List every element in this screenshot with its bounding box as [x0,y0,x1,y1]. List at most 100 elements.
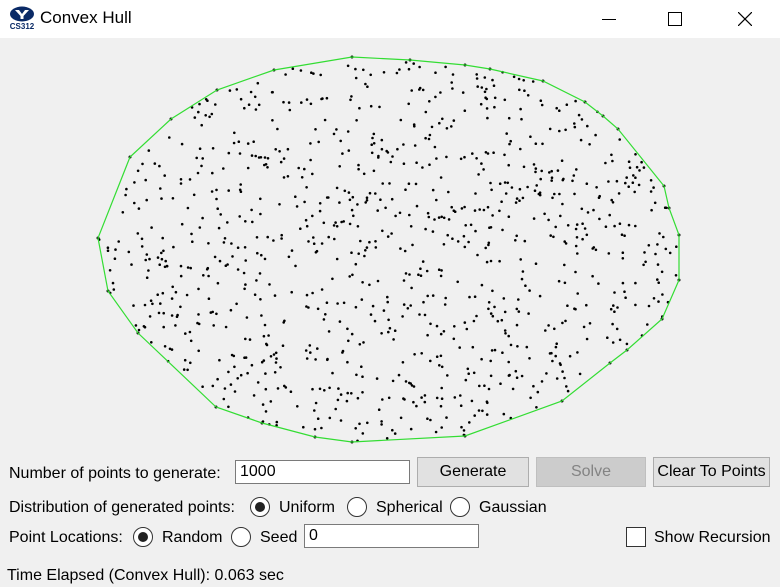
point [510,186,514,189]
point [435,157,438,160]
point [578,372,582,376]
close-button[interactable] [722,0,768,38]
point [418,65,421,69]
point [627,185,630,188]
point [431,230,435,233]
num-points-input[interactable] [235,460,410,484]
point [489,181,492,185]
point [489,259,493,263]
point [275,420,279,424]
point [287,101,291,104]
point [504,332,507,335]
point [475,314,478,318]
point [149,299,153,303]
point [409,304,413,307]
point [496,319,500,323]
show-recursion-checkbox[interactable] [626,527,646,547]
point [450,205,454,209]
point [236,377,239,380]
point [274,361,278,364]
point [420,352,424,355]
point [216,207,219,210]
point [351,273,354,277]
gaussian-radio[interactable] [450,497,470,517]
generate-button[interactable]: Generate [417,457,529,487]
point [279,160,283,164]
point [478,208,482,211]
point [642,166,646,169]
point [598,194,601,198]
point [652,186,655,189]
point [335,186,339,190]
point [544,329,547,332]
point [618,338,622,342]
minimize-icon [602,19,616,20]
point [360,298,364,301]
seed-radio[interactable] [231,527,251,547]
point [615,327,619,331]
point [211,384,215,388]
point [195,156,198,160]
spherical-radio[interactable] [347,497,367,517]
point [374,192,377,195]
point [253,293,257,296]
point [650,208,653,212]
point [433,218,436,221]
solve-button[interactable]: Solve [536,457,646,487]
point [186,368,189,372]
random-radio[interactable] [133,527,153,547]
point [140,237,144,241]
seed-label[interactable]: Seed [260,529,298,546]
point [291,67,295,70]
uniform-radio[interactable] [250,497,270,517]
maximize-button[interactable] [652,0,698,38]
point [305,186,308,189]
clear-to-points-button[interactable]: Clear To Points [653,457,770,487]
uniform-label[interactable]: Uniform [279,499,336,516]
point [480,86,484,89]
point [308,344,312,347]
point [445,416,448,419]
point [401,361,405,364]
point [434,430,438,434]
point [477,409,481,412]
point [463,155,466,159]
point [382,71,386,74]
point [526,185,529,189]
point [554,345,558,349]
minimize-button[interactable] [586,0,632,38]
point [482,208,486,212]
point [210,190,214,193]
seed-input[interactable] [304,524,479,548]
point [232,354,236,358]
gaussian-label[interactable]: Gaussian [479,499,547,516]
point [224,325,228,329]
point [168,347,172,351]
point [386,235,390,238]
show-recursion-label[interactable]: Show Recursion [654,529,771,546]
point [493,96,497,100]
point [572,174,576,177]
point [425,269,429,273]
point [498,259,501,263]
point [439,332,443,336]
point [238,152,242,155]
point [566,224,570,227]
point [186,266,190,269]
point [198,102,201,106]
random-label[interactable]: Random [162,529,223,546]
point [318,387,322,391]
point [564,242,568,245]
point [147,149,151,152]
spherical-label[interactable]: Spherical [376,499,443,516]
point [333,237,336,241]
point [440,269,443,272]
point [243,246,247,249]
point [463,321,467,324]
point [548,171,551,174]
point [581,237,584,241]
point [106,249,110,252]
point [532,217,536,220]
point [594,133,597,137]
point [462,429,466,432]
